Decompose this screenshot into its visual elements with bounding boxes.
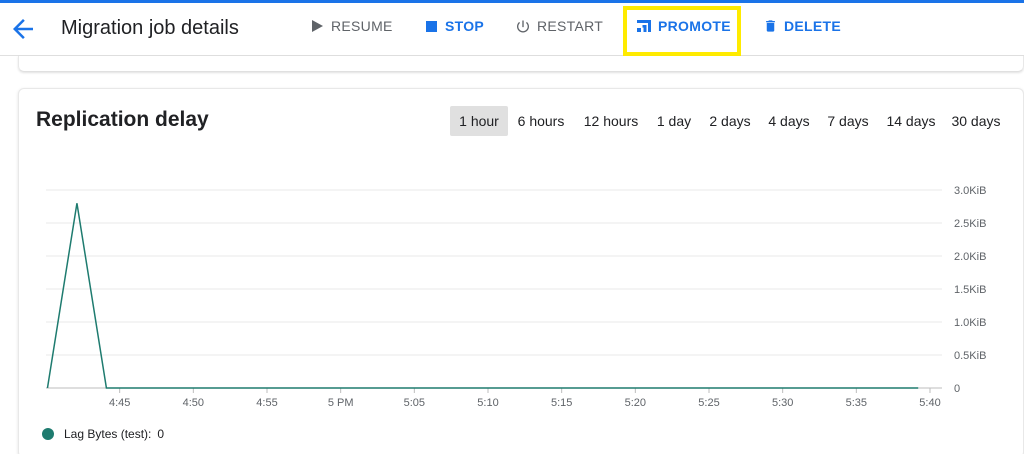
range-7-days[interactable]: 7 days: [827, 113, 869, 129]
x-tick-label: 5:10: [477, 397, 498, 409]
page-header: Migration job details: [0, 3, 1024, 56]
range-1-day[interactable]: 1 day: [656, 113, 692, 129]
x-tick-label: 5:40: [919, 397, 940, 409]
range-6-hours[interactable]: 6 hours: [517, 113, 565, 129]
range-12-hours[interactable]: 12 hours: [583, 113, 639, 129]
promote-icon: [636, 18, 652, 34]
restart-label: RESTART: [537, 18, 604, 34]
promote-button[interactable]: PROMOTE: [636, 14, 731, 38]
play-icon: [309, 18, 325, 34]
range-4-days[interactable]: 4 days: [768, 113, 810, 129]
y-tick-label: 2.5KiB: [954, 218, 986, 230]
delete-label: DELETE: [784, 18, 842, 34]
y-tick-label: 1.5KiB: [954, 284, 986, 296]
series-line-lag-bytes: [46, 203, 919, 389]
legend-value: 0: [157, 427, 165, 441]
stop-button[interactable]: STOP: [423, 14, 484, 38]
legend-label: Lag Bytes (test):: [64, 427, 152, 441]
top-accent-bar: [0, 0, 1024, 3]
y-tick-label: 0.5KiB: [954, 350, 986, 362]
range-2-days[interactable]: 2 days: [709, 113, 751, 129]
promote-highlight-box: [623, 6, 741, 56]
stop-icon: [423, 18, 439, 34]
x-tick-label: 5:05: [404, 397, 425, 409]
range-14-days[interactable]: 14 days: [886, 113, 936, 129]
x-tick-label: 5:35: [846, 397, 867, 409]
range-1-hour[interactable]: 1 hour: [450, 106, 508, 136]
x-tick-label: 5:15: [551, 397, 572, 409]
card-title: Replication delay: [36, 108, 209, 131]
y-tick-label: 1.0KiB: [954, 317, 986, 329]
resume-button[interactable]: RESUME: [309, 14, 393, 38]
power-restart-icon: [515, 18, 531, 34]
x-tick-label: 5 PM: [328, 397, 354, 409]
chart-legend: Lag Bytes (test): 0: [42, 427, 164, 441]
promote-label: PROMOTE: [658, 18, 731, 34]
page-title: Migration job details: [61, 17, 239, 39]
x-tick-label: 5:20: [625, 397, 646, 409]
x-tick-label: 5:30: [772, 397, 793, 409]
trash-icon: [762, 18, 778, 34]
x-tick-label: 4:50: [183, 397, 204, 409]
restart-button[interactable]: RESTART: [515, 14, 603, 38]
x-tick-label: 4:45: [109, 397, 130, 409]
delete-button[interactable]: DELETE: [762, 14, 841, 38]
x-tick-label: 5:25: [698, 397, 719, 409]
stop-label: STOP: [445, 18, 485, 34]
y-tick-label: 2.0KiB: [954, 251, 986, 263]
resume-label: RESUME: [331, 18, 393, 34]
x-tick-label: 4:55: [256, 397, 277, 409]
range-30-days[interactable]: 30 days: [951, 113, 1001, 129]
y-tick-label: 0: [954, 383, 960, 395]
back-button[interactable]: [8, 14, 38, 44]
y-tick-label: 3.0KiB: [954, 185, 986, 197]
legend-color-dot: [42, 428, 54, 440]
arrow-back-icon: [13, 19, 33, 39]
